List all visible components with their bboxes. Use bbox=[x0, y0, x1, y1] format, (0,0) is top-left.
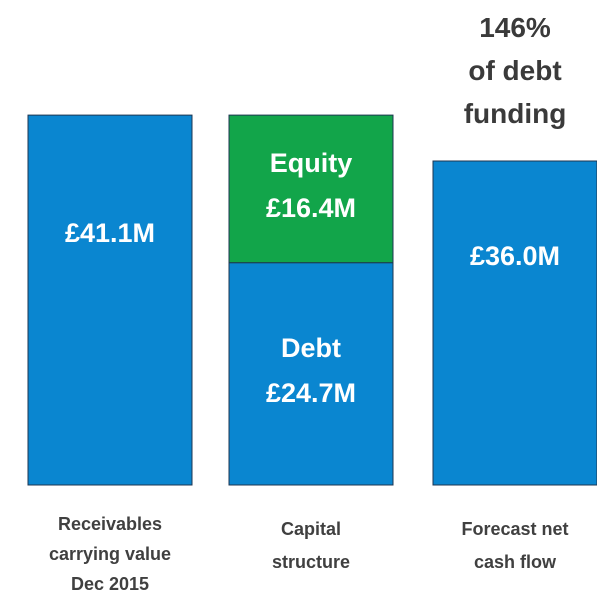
x-tick-label-line: structure bbox=[272, 552, 350, 572]
bar-segment bbox=[228, 262, 394, 486]
annotation-line: 146% bbox=[479, 12, 551, 43]
annotation-line: of debt bbox=[468, 55, 561, 86]
annotation: 146% of debt funding bbox=[464, 12, 567, 129]
bar bbox=[27, 114, 193, 486]
x-tick-label-line: Forecast net bbox=[461, 519, 568, 539]
x-tick-label-line: Dec 2015 bbox=[71, 574, 149, 594]
x-tick-label: Capital structure bbox=[272, 519, 350, 572]
annotation-line: funding bbox=[464, 98, 567, 129]
x-tick-label-line: Receivables bbox=[58, 514, 162, 534]
value-label: £16.4M bbox=[266, 193, 356, 223]
value-label: £41.1M bbox=[65, 218, 155, 248]
value-label: £36.0M bbox=[470, 241, 560, 271]
segment-name: Equity bbox=[270, 148, 353, 178]
x-tick-label: Receivables carrying value Dec 2015 bbox=[49, 514, 171, 594]
value-label: £24.7M bbox=[266, 378, 356, 408]
segment-name: Debt bbox=[281, 333, 341, 363]
bar bbox=[432, 160, 597, 486]
x-tick-label-line: carrying value bbox=[49, 544, 171, 564]
bar-segment bbox=[228, 114, 394, 264]
x-tick-label-line: cash flow bbox=[474, 552, 557, 572]
x-tick-label-line: Capital bbox=[281, 519, 341, 539]
x-tick-label: Forecast net cash flow bbox=[461, 519, 568, 572]
